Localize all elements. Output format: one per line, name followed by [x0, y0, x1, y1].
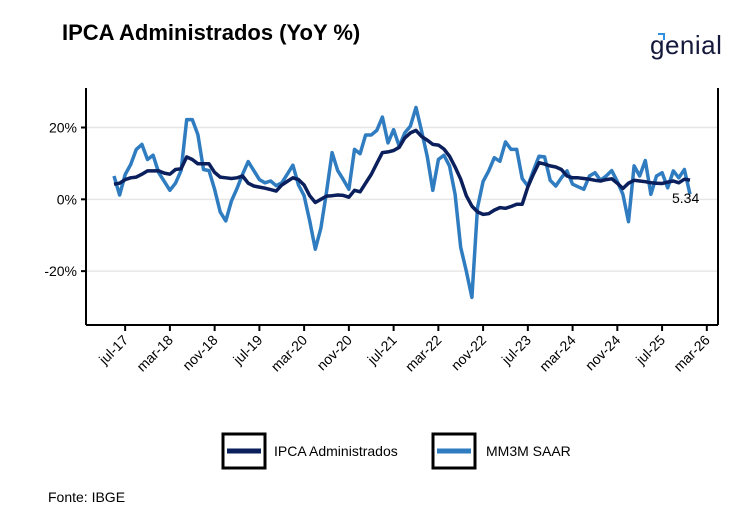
x-tick-label: mar-20: [268, 332, 311, 375]
chart-title: IPCA Administrados (YoY %): [62, 20, 361, 45]
series-line-mm3m-saar: [112, 105, 692, 300]
axes: 20%0%-20%jul-17 mar-18 nov-18 jul-19 mar-20 n…: [44, 88, 719, 375]
x-tick-label: jul-17: [95, 332, 131, 368]
x-tick-label: nov-24: [582, 332, 624, 374]
legend-item-ipca-administrados: IPCA Administrados: [221, 432, 398, 470]
x-tick-label: nov-18: [179, 332, 221, 374]
x-tick-label: jul-21: [363, 332, 399, 368]
legend-label: IPCA Administrados: [274, 443, 398, 459]
y-tick-label: 0%: [57, 191, 77, 207]
x-tick-label: mar-22: [402, 332, 445, 375]
logo-accent-icon: [658, 33, 665, 40]
x-tick-label: jul-25: [632, 332, 668, 368]
source-note: Fonte: IBGE: [48, 489, 126, 505]
y-tick-label: 20%: [49, 120, 77, 136]
x-tick-label: mar-26: [670, 332, 713, 375]
logo-text: genial: [650, 30, 723, 60]
last-value-label: 5.34: [672, 190, 699, 206]
legend-label: MM3M SAAR: [486, 443, 571, 459]
x-tick-label: mar-18: [133, 332, 176, 375]
legend-item-mm3m-saar: MM3M SAAR: [431, 432, 571, 470]
x-tick-label: mar-24: [536, 332, 579, 375]
x-tick-label: jul-19: [229, 332, 265, 368]
y-tick-label: -20%: [44, 263, 77, 279]
x-tick-label: nov-22: [448, 332, 490, 374]
series-line-ipca-administrados: [113, 128, 691, 217]
genial-logo: genial: [650, 30, 722, 61]
gridlines: [86, 126, 718, 272]
legend: IPCA Administrados MM3M SAAR: [221, 432, 571, 470]
series-lines: [112, 105, 692, 300]
x-tick-label: jul-23: [498, 332, 534, 368]
x-tick-label: nov-20: [313, 332, 355, 374]
